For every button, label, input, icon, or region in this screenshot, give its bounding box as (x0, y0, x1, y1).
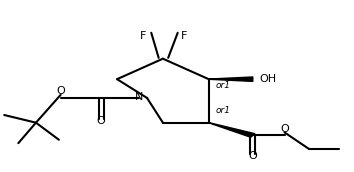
Polygon shape (209, 77, 253, 81)
Text: N: N (135, 92, 143, 102)
Text: OH: OH (260, 74, 277, 84)
Text: or1: or1 (215, 106, 230, 115)
Text: O: O (97, 116, 105, 126)
Text: O: O (280, 124, 289, 134)
Text: F: F (140, 31, 147, 41)
Polygon shape (209, 123, 255, 137)
Text: or1: or1 (215, 82, 230, 90)
Text: O: O (249, 151, 257, 161)
Text: O: O (56, 86, 65, 96)
Text: F: F (181, 31, 187, 41)
